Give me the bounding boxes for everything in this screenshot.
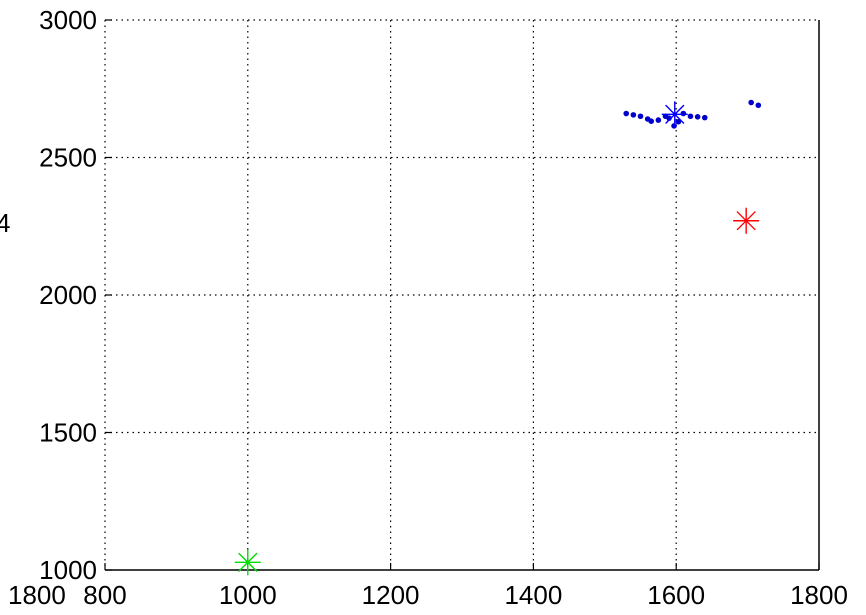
star-marker: [234, 549, 261, 576]
x-extra-tick-label: 1800: [8, 580, 66, 610]
x-tick-label: 1400: [504, 580, 562, 610]
x-tick-label: 1800: [790, 580, 848, 610]
data-point: [623, 110, 630, 117]
x-tick-label: 1600: [647, 580, 705, 610]
data-point: [687, 113, 694, 120]
data-point: [755, 102, 762, 109]
plot-background: [105, 20, 819, 570]
y-tick-label: 3000: [39, 5, 97, 35]
data-point: [630, 112, 637, 118]
y-tick-label: 1000: [39, 555, 97, 585]
data-point: [680, 110, 687, 117]
data-points: [234, 99, 762, 576]
x-tick-label: 1000: [219, 580, 277, 610]
data-point: [637, 113, 644, 120]
data-point: [675, 118, 682, 125]
star-marker: [661, 101, 688, 128]
data-point: [655, 117, 662, 123]
x-tick-label: 800: [83, 580, 126, 610]
star-marker: [733, 207, 760, 234]
data-point: [648, 118, 655, 124]
y-axis-label-fragment: 4: [0, 208, 10, 238]
data-point: [701, 114, 708, 121]
x-tick-label: 1200: [362, 580, 420, 610]
y-tick-label: 2000: [39, 280, 97, 310]
data-point: [748, 99, 754, 106]
axes: [104, 19, 820, 571]
data-point: [694, 114, 701, 120]
tick-labels: 800 1000 1200 1400 1600 180010001500200025003…: [39, 5, 848, 610]
y-tick-label: 1500: [39, 418, 97, 448]
data-point: [671, 123, 677, 129]
y-tick-label: 2500: [39, 143, 97, 173]
